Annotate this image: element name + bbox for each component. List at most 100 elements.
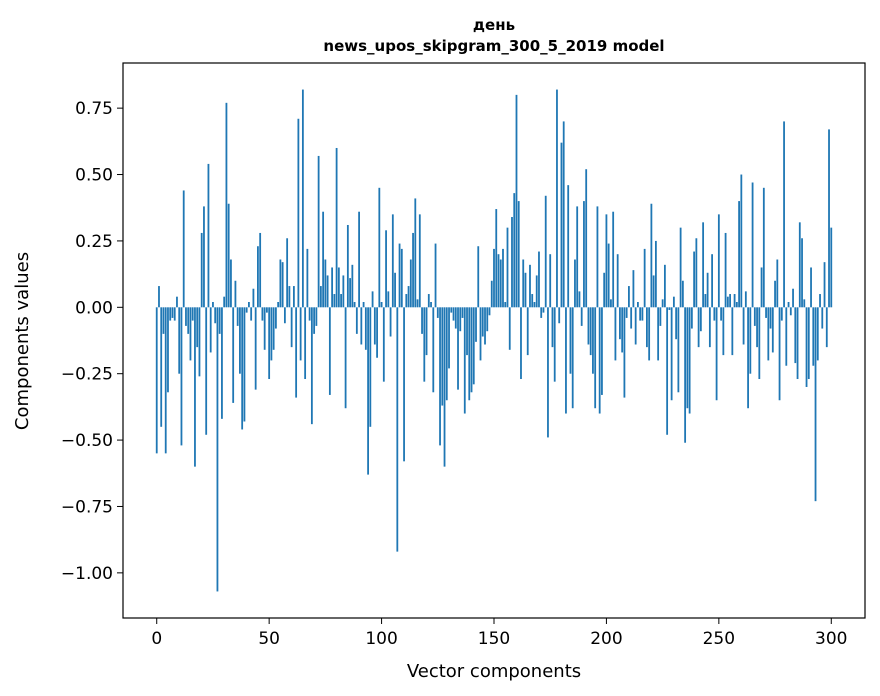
bar [450,307,453,313]
bar [828,129,830,308]
bar [771,307,774,353]
y-tick-label: 0.25 [75,232,113,252]
bar [816,307,819,361]
bar [654,240,657,308]
bar [594,307,597,409]
x-tick-label: 300 [815,629,847,649]
bar [200,232,203,308]
bar [760,267,763,308]
bar [524,272,527,308]
bar [803,299,806,308]
bar [702,222,705,308]
bar [601,307,603,395]
bar [457,307,459,390]
chart-title-line2: news_upos_skipgram_300_5_2019 model [323,37,664,55]
bar [648,307,651,361]
bar [317,155,320,308]
bar [598,307,601,414]
bar [403,307,405,462]
bar [650,203,653,308]
bar [585,169,588,308]
bar [340,294,342,308]
bar [261,307,264,321]
bar [414,198,417,308]
bar [529,264,531,308]
bar [720,307,722,321]
bar [787,302,790,308]
bar [394,272,396,308]
bar [531,294,534,308]
bar [225,102,228,308]
y-tick-label: 0.50 [75,166,113,186]
bar [373,307,376,345]
bar [198,307,201,377]
bar [342,275,345,308]
bar [565,307,567,414]
bar [776,259,779,308]
bar [587,307,590,345]
bar [544,195,547,308]
bar [481,307,484,337]
bar [825,307,828,348]
bar [385,230,387,308]
bar [389,307,392,337]
bar [466,307,468,356]
bar [164,307,167,454]
y-tick-label: −0.75 [61,497,113,517]
bar [445,307,448,401]
bar [513,193,516,308]
bar [756,307,758,348]
bar [205,307,208,435]
bar [535,275,538,308]
bar [427,294,430,308]
bar [704,294,707,308]
bar [380,302,383,308]
bar [196,307,199,348]
bar [194,307,196,467]
bar [576,206,579,308]
bar [830,227,833,308]
x-axis-label: Vector components [407,661,581,682]
bar [454,307,457,329]
bar [646,307,648,348]
bar [277,302,280,308]
bar [387,291,390,308]
bar [699,307,702,332]
bar [616,254,619,308]
bar [540,307,543,318]
bar [726,296,729,308]
bar [558,307,561,324]
bar [398,243,401,308]
bar [753,307,756,326]
bar [677,307,680,393]
bar [355,307,358,334]
bar [191,307,194,321]
bar [306,248,309,308]
bar [279,259,282,308]
bar [313,307,316,334]
bar [232,307,235,403]
bar [706,272,709,308]
bar [672,296,675,308]
bar [468,307,471,401]
bar [448,307,450,369]
bar [248,302,250,308]
bar [272,307,275,350]
bar [270,307,273,361]
bar [821,307,824,329]
bar [783,121,785,308]
bar [681,280,684,308]
bar [203,206,205,308]
bar [526,307,529,356]
bar [234,280,237,308]
bar [358,211,360,308]
bar [789,307,792,316]
bar [670,307,673,401]
bar [717,214,720,308]
x-tick-label: 150 [478,629,510,649]
bar [666,307,669,435]
bar [155,307,158,454]
bar [245,307,248,313]
bar [360,307,363,345]
